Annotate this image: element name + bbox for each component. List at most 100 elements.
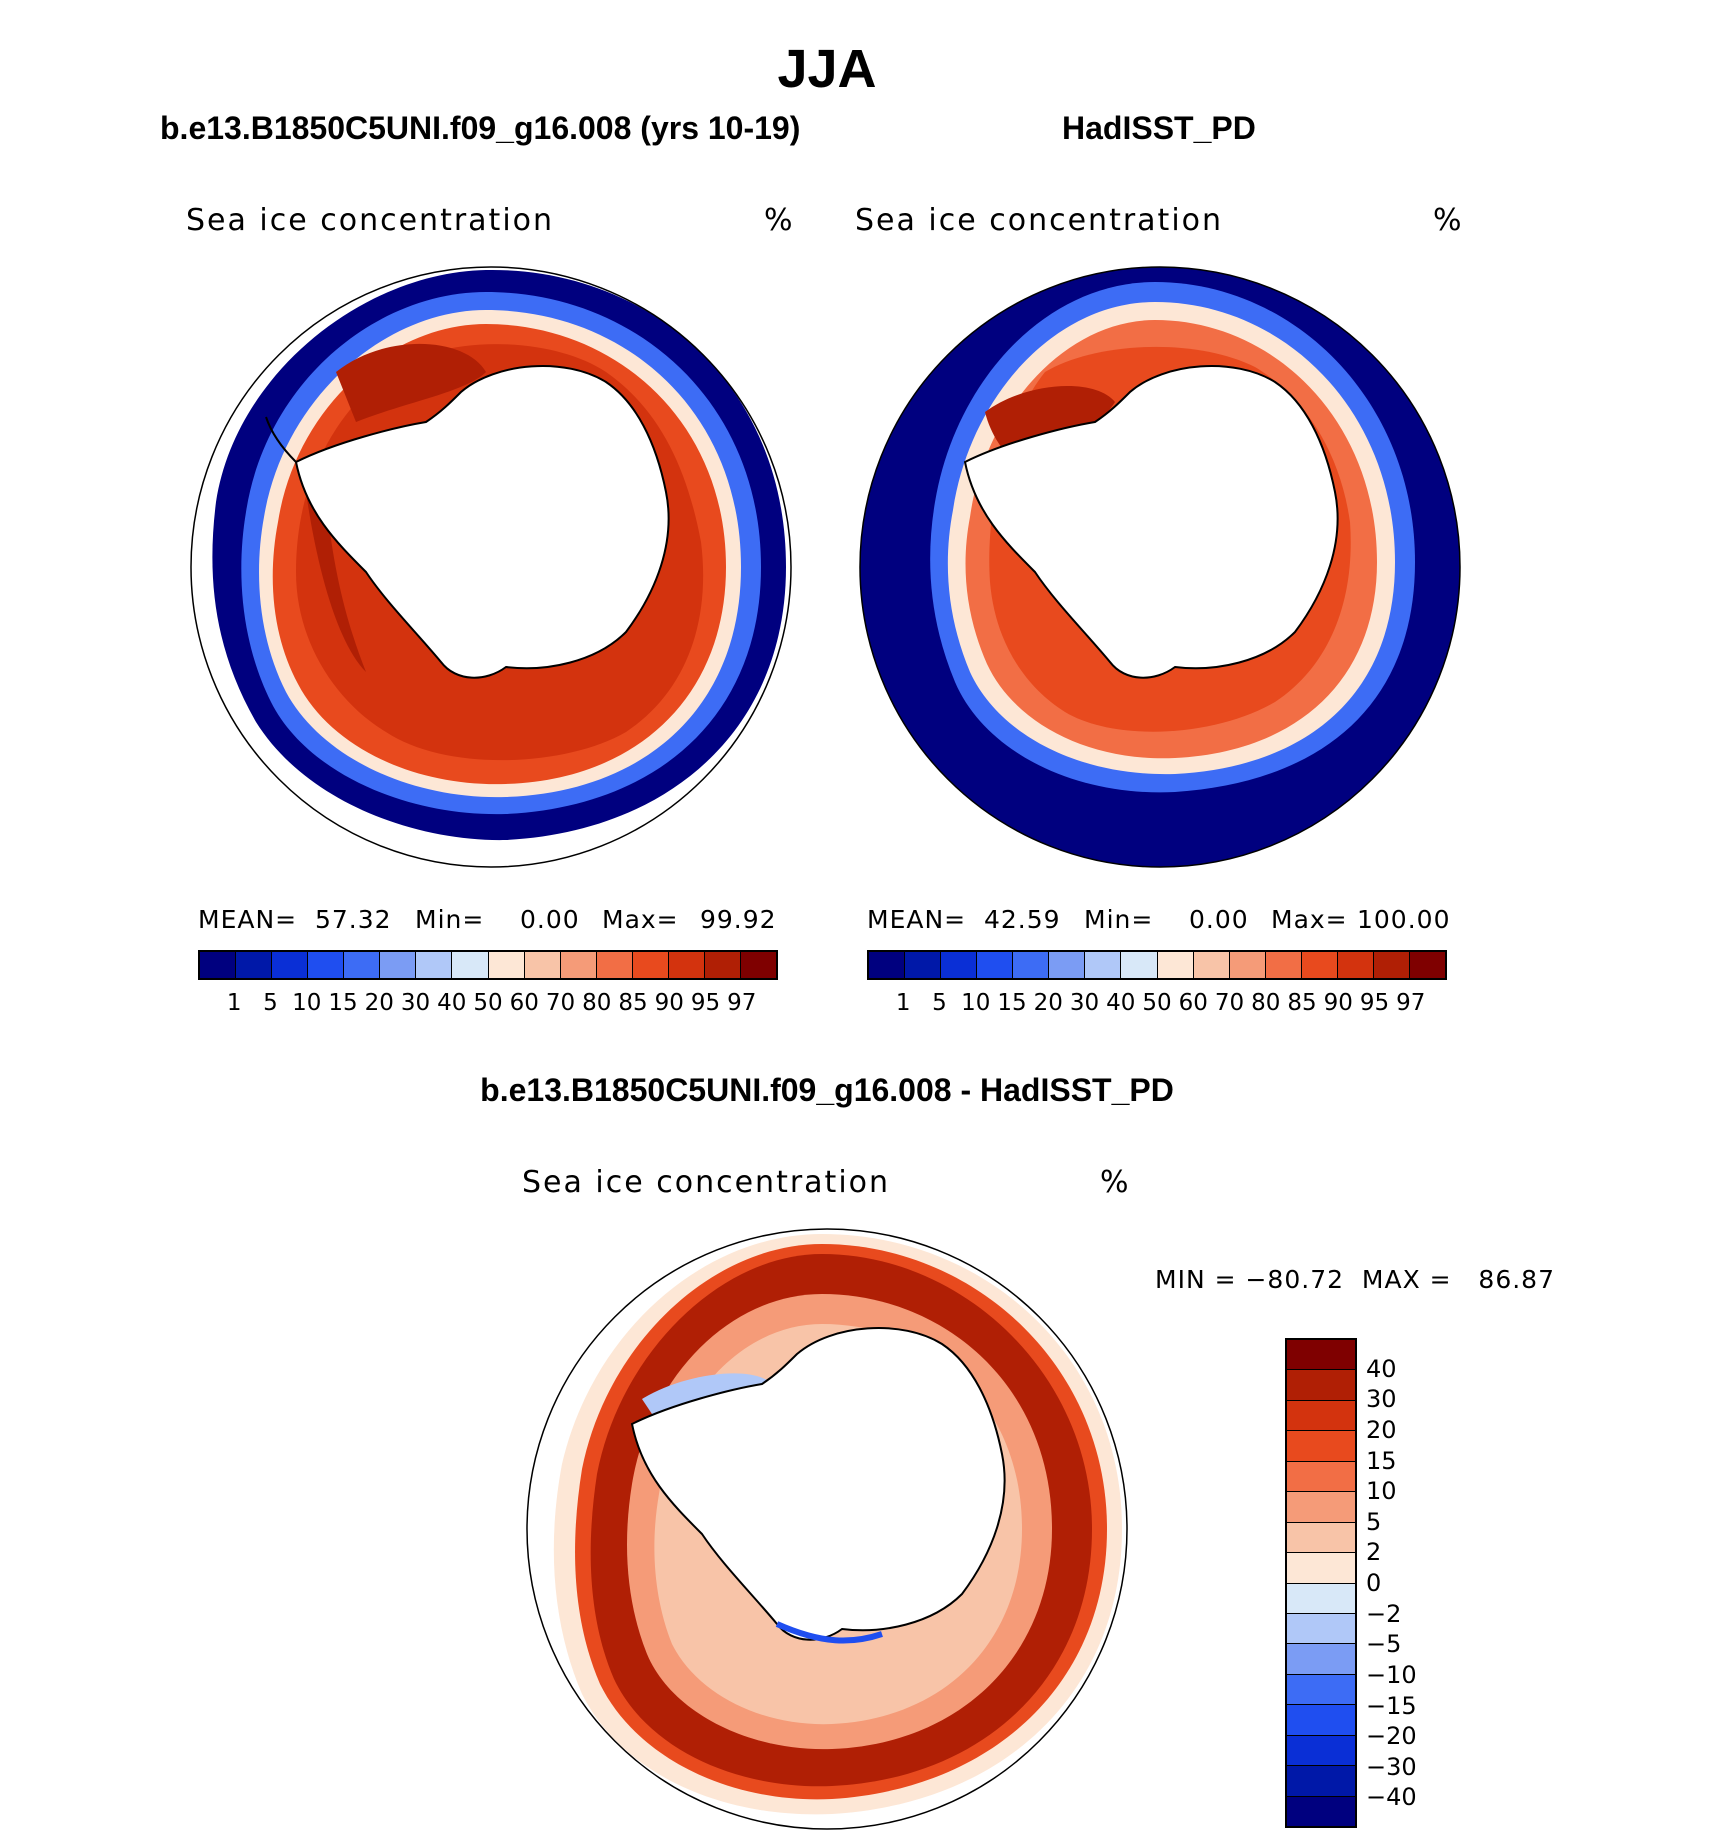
colorbar-swatch (869, 952, 906, 978)
left-variable-label: Sea ice concentration (186, 203, 555, 238)
colorbar-swatch (1121, 952, 1158, 978)
difference-colorbar (1285, 1338, 1357, 1828)
right-min-label: Min= (1084, 905, 1154, 934)
colorbar-tick-label: 97 (727, 990, 757, 1016)
colorbar-tick-label: 60 (1178, 990, 1208, 1016)
colorbar-tick-label: 10 (292, 990, 322, 1016)
colorbar-swatch (236, 952, 273, 978)
colorbar-swatch (905, 952, 942, 978)
left-min-label: Min= (415, 905, 485, 934)
ice-pack-dark-a (336, 343, 486, 422)
colorbar-swatch (1013, 952, 1050, 978)
colorbar-tick-label: 10 (1366, 1477, 1397, 1506)
colorbar-tick-label: 5 (932, 990, 947, 1016)
colorbar-swatch (1287, 1613, 1355, 1645)
antarctic-peninsula (265, 416, 297, 463)
colorbar-swatch (977, 952, 1014, 978)
right-mean-label: MEAN= (867, 905, 967, 934)
colorbar-swatch (1287, 1553, 1355, 1584)
colorbar-tick-label: 15 (1366, 1446, 1397, 1475)
colorbar-swatch (1287, 1522, 1355, 1554)
right-colorbar (867, 950, 1447, 980)
colorbar-tick-label: 50 (473, 990, 503, 1016)
colorbar-tick-label: 95 (1359, 990, 1390, 1016)
colorbar-tick-label: −20 (1366, 1722, 1417, 1751)
colorbar-swatch (1287, 1766, 1355, 1797)
colorbar-swatch (1409, 952, 1445, 978)
colorbar-tick-label: −40 (1366, 1783, 1417, 1812)
negative-diff-edge (775, 1621, 883, 1644)
colorbar-tick-label: 97 (1396, 990, 1426, 1016)
colorbar-swatch (1193, 952, 1230, 978)
colorbar-tick-label: 20 (1033, 990, 1063, 1016)
left-panel-title: b.e13.B1850C5UNI.f09_g16.008 (yrs 10-19) (160, 110, 801, 146)
colorbar-swatch (1287, 1705, 1355, 1736)
colorbar-tick-label: −5 (1366, 1630, 1402, 1659)
left-mean-label: MEAN= (198, 905, 298, 934)
colorbar-tick-label: 40 (1366, 1354, 1397, 1383)
colorbar-swatch (344, 952, 381, 978)
colorbar-tick-label: 15 (997, 990, 1027, 1016)
colorbar-tick-label: 5 (1366, 1507, 1382, 1536)
colorbar-tick-label: 90 (1323, 990, 1353, 1016)
colorbar-tick-label: 1 (895, 990, 911, 1016)
difference-panel-title: b.e13.B1850C5UNI.f09_g16.008 - HadISST_P… (480, 1072, 1174, 1108)
colorbar-swatch (1287, 1400, 1355, 1432)
colorbar-tick-label: 70 (1214, 990, 1245, 1016)
colorbar-swatch (308, 952, 345, 978)
colorbar-tick-label: −2 (1366, 1599, 1402, 1628)
colorbar-tick-label: 20 (1366, 1415, 1397, 1444)
colorbar-tick-label: 95 (690, 990, 721, 1016)
colorbar-swatch (1287, 1735, 1355, 1767)
left-max-value: 99.92 (700, 905, 777, 934)
colorbar-tick-label: 10 (961, 990, 991, 1016)
colorbar-tick-label: 80 (1251, 990, 1281, 1016)
antarctica (963, 365, 1339, 679)
colorbar-tick-label: 90 (654, 990, 684, 1016)
colorbar-swatch (668, 952, 705, 978)
colorbar-swatch (941, 952, 978, 978)
colorbar-swatch (1287, 1431, 1355, 1462)
colorbar-swatch (560, 952, 597, 978)
colorbar-tick-label: 40 (1106, 990, 1136, 1016)
colorbar-tick-label: −10 (1366, 1660, 1417, 1689)
colorbar-swatch (1287, 1644, 1355, 1675)
colorbar-swatch (416, 952, 453, 978)
colorbar-tick-label: 80 (582, 990, 612, 1016)
colorbar-swatch (1287, 1461, 1355, 1493)
colorbar-swatch (1287, 1796, 1355, 1826)
colorbar-tick-label: 15 (328, 990, 358, 1016)
left-polar-map (190, 266, 792, 868)
colorbar-tick-label: 30 (1069, 990, 1100, 1016)
antarctica (294, 365, 670, 679)
right-panel-title: HadISST_PD (1062, 110, 1256, 146)
right-units-label: % (1433, 203, 1464, 238)
left-colorbar (198, 950, 778, 980)
diff-variable-label: Sea ice concentration (522, 1165, 891, 1200)
colorbar-swatch (704, 952, 741, 978)
colorbar-tick-label: −30 (1366, 1752, 1417, 1781)
colorbar-swatch (1049, 952, 1086, 978)
colorbar-tick-label: 70 (545, 990, 576, 1016)
right-variable-label: Sea ice concentration (855, 203, 1224, 238)
left-max-label: Max= (602, 905, 679, 934)
right-colorbar-ticks: 1 5 10 15 20 30 40 50 60 70 80 85 90 95 97 (867, 990, 1447, 1020)
colorbar-swatch (1373, 952, 1410, 978)
colorbar-tick-label: 85 (618, 990, 648, 1016)
colorbar-tick-label: 85 (1287, 990, 1317, 1016)
colorbar-swatch (488, 952, 525, 978)
colorbar-swatch (1287, 1583, 1355, 1614)
colorbar-tick-label: 5 (263, 990, 278, 1016)
colorbar-swatch (1287, 1674, 1355, 1706)
right-min-value: 0.00 (1189, 905, 1249, 934)
colorbar-swatch (380, 952, 417, 978)
colorbar-swatch (740, 952, 776, 978)
antarctica (630, 1327, 1006, 1641)
colorbar-swatch (1287, 1340, 1355, 1371)
left-colorbar-ticks: 1 5 10 15 20 30 40 50 60 70 80 85 90 95 97 (198, 990, 778, 1020)
left-units-label: % (764, 203, 795, 238)
left-min-value: 0.00 (520, 905, 580, 934)
right-max-label: Max= (1271, 905, 1348, 934)
colorbar-swatch (1287, 1492, 1355, 1523)
colorbar-swatch (1287, 1370, 1355, 1401)
